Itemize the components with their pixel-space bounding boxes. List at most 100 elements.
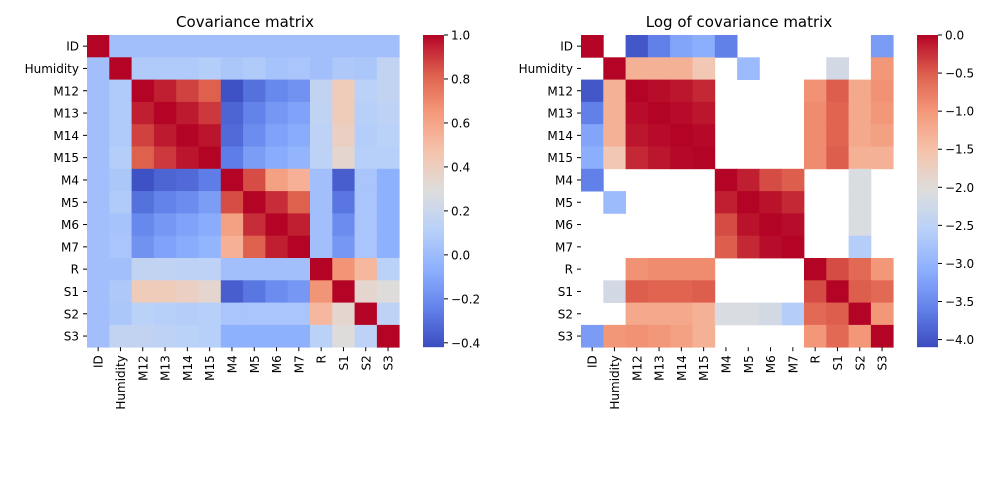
x-tick-label: R (315, 355, 329, 363)
colorbar-tick-label: 0.8 (451, 72, 470, 86)
heatmap-cell (647, 79, 671, 103)
x-tick-label: S1 (831, 355, 845, 370)
colorbar-tick-label: −4.0 (945, 333, 974, 347)
heatmap-cell (737, 168, 760, 192)
heatmap-cell (759, 235, 783, 259)
heatmap-cell (376, 146, 400, 170)
heatmap-cell (109, 57, 132, 80)
heatmap-cell (714, 235, 738, 259)
heatmap-cell (376, 280, 400, 303)
heatmap-cell (670, 101, 693, 125)
heatmap-cell (826, 57, 849, 80)
heatmap-cell (265, 79, 289, 103)
heatmap-cell (153, 146, 177, 170)
heatmap-cell (243, 324, 266, 348)
heatmap-cell (737, 57, 760, 80)
y-tick-label: M12 (547, 84, 573, 98)
heatmap-cell (87, 235, 110, 259)
heatmap-cell (581, 146, 604, 170)
heatmap-cell (265, 324, 289, 348)
heatmap-cell (109, 280, 132, 303)
heatmap-cell (310, 213, 333, 237)
heatmap-cell (870, 101, 894, 125)
heatmap-cell (692, 124, 716, 147)
heatmap-cell (332, 79, 355, 103)
heatmap-cell (287, 324, 311, 348)
heatmap-cell (287, 258, 311, 281)
heatmap-cell (287, 79, 311, 103)
y-tick-label: M13 (547, 107, 573, 121)
heatmap-cell (176, 235, 199, 259)
heatmap-cell (287, 168, 311, 192)
heatmap-cell (220, 146, 244, 170)
heatmap-cell (647, 280, 671, 303)
heatmap-cell (265, 191, 289, 214)
heatmap-cell (87, 324, 110, 348)
y-axis-labels-log-covariance: ID Humidity M12 M13 M14 M15 M4 M5 M6 M7 R S1 S2 S3 (519, 40, 581, 344)
heatmap-cell (781, 302, 805, 326)
heatmap-cell (332, 124, 355, 147)
heatmap-cell (243, 57, 266, 80)
heatmap-cell (310, 324, 333, 348)
heatmap-cell (603, 280, 626, 303)
colorbar-tick-label: 0.6 (451, 116, 470, 130)
heatmap-cell (670, 79, 693, 103)
y-tick-label: M6 (61, 218, 79, 232)
heatmap-cell (870, 35, 894, 58)
heatmap-cell (265, 146, 289, 170)
heatmap-cell (287, 101, 311, 125)
heatmap-cell (131, 79, 155, 103)
log-covariance-heatmap-panel: Log of covariance matrix ID Humidity M12 M1… (519, 13, 975, 410)
y-tick-label: M5 (555, 196, 573, 210)
heatmap-cell (647, 101, 671, 125)
y-tick-label: M6 (555, 218, 573, 232)
heatmap-cell (826, 146, 849, 170)
heatmap-cell (287, 35, 311, 58)
chart-title-log-covariance: Log of covariance matrix (646, 13, 833, 31)
heatmap-cell (354, 302, 378, 326)
heatmap-cell (670, 57, 693, 80)
x-tick-label: S2 (853, 355, 867, 370)
heatmap-cell (332, 146, 355, 170)
heatmap-cell (109, 191, 132, 214)
colorbar-tick-label: 0.0 (945, 29, 964, 43)
heatmap-cell (131, 146, 155, 170)
y-tick-label: S3 (64, 330, 79, 344)
heatmap-cell (376, 79, 400, 103)
heatmap-cell (131, 101, 155, 125)
heatmap-cell (153, 124, 177, 147)
heatmap-cell (670, 302, 693, 326)
heatmap-cell (826, 324, 849, 348)
heatmap-cell (176, 258, 199, 281)
heatmap-cell (332, 324, 355, 348)
heatmap-cell (804, 258, 827, 281)
heatmap-cell (625, 146, 649, 170)
y-tick-label: M5 (61, 196, 79, 210)
y-tick-label: M7 (555, 240, 573, 254)
heatmap-cell (581, 124, 604, 147)
heatmap-cell (692, 57, 716, 80)
heatmap-cell (265, 57, 289, 80)
heatmap-cell (870, 258, 894, 281)
heatmap-cell (332, 302, 355, 326)
heatmap-cell (625, 35, 649, 58)
heatmap-cell (603, 79, 626, 103)
heatmap-cell (265, 35, 289, 58)
heatmap-cell (354, 258, 378, 281)
heatmap-cell (109, 258, 132, 281)
colorbar-tick-label: 0.4 (451, 160, 470, 174)
heatmap-cell (376, 57, 400, 80)
heatmap-cell (198, 168, 222, 192)
heatmap-cell (198, 324, 222, 348)
heatmap-cell (354, 146, 378, 170)
colorbar-tick-label: −2.0 (945, 181, 974, 195)
heatmap-cell (310, 235, 333, 259)
heatmap-cell (354, 324, 378, 348)
heatmap-cell (220, 124, 244, 147)
heatmap-cell (759, 302, 783, 326)
heatmap-cell (243, 79, 266, 103)
colorbar-tick-label: −1.0 (945, 105, 974, 119)
x-tick-label: M6 (764, 355, 778, 373)
heatmap-cell (354, 280, 378, 303)
heatmap-cell (87, 168, 110, 192)
